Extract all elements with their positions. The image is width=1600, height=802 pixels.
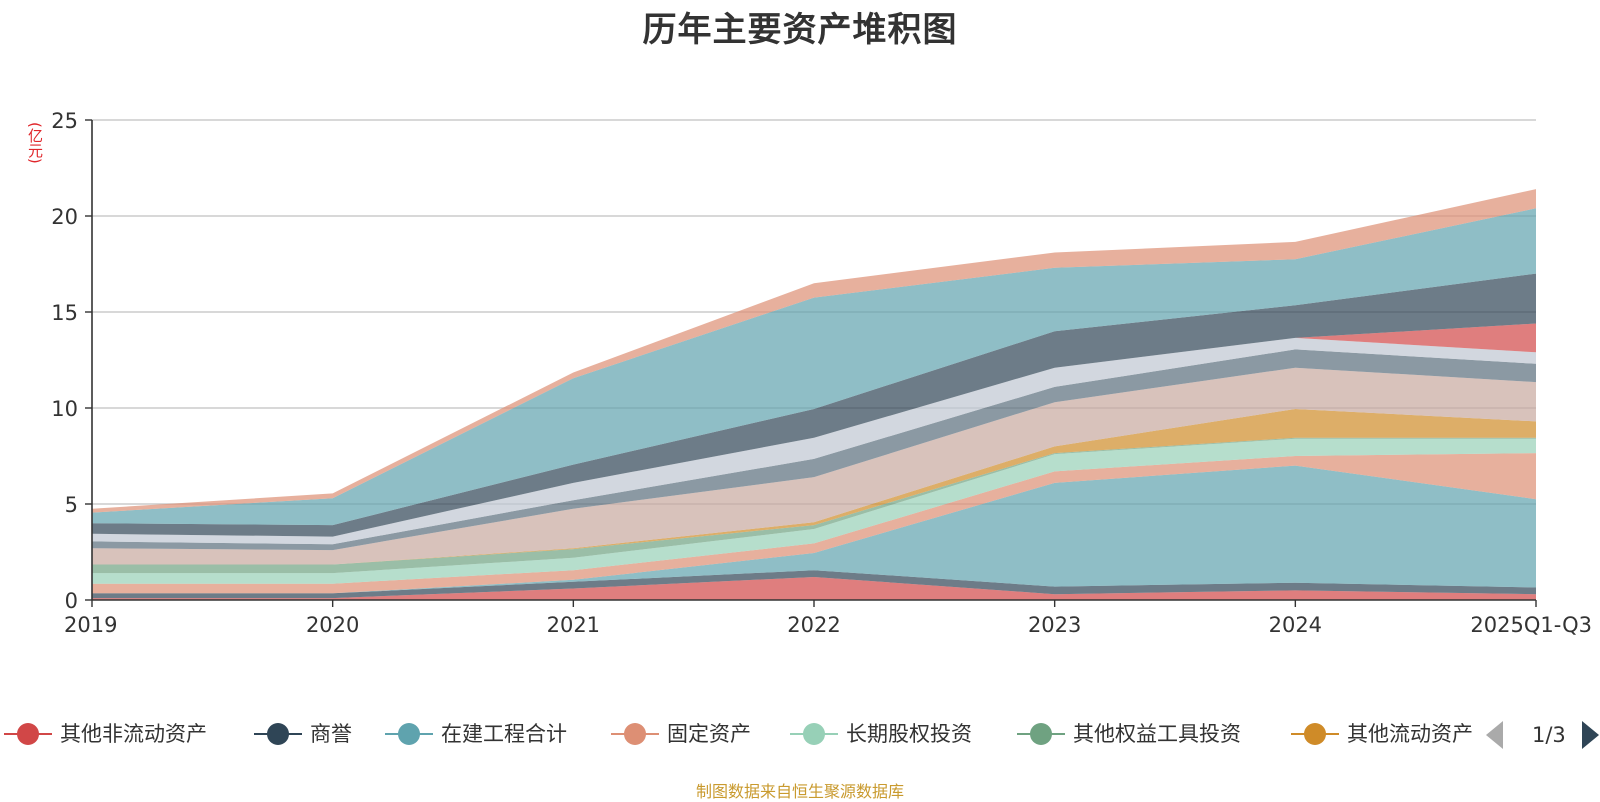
y-tick-label: 15 [51, 301, 78, 325]
x-tick-label: 2019 [64, 613, 117, 637]
area-series-7[interactable] [92, 367, 1536, 565]
legend-item[interactable]: 商誉 [254, 722, 352, 746]
area-series-8[interactable] [92, 349, 1536, 551]
legend-label: 固定资产 [667, 722, 751, 746]
chart-title: 历年主要资产堆积图 [642, 10, 958, 50]
y-axis-unit-label: (亿元) [26, 122, 44, 164]
legend-marker [1304, 723, 1326, 745]
legend[interactable]: 其他非流动资产 商誉 在建工程合计 固定资产 长期股权投资 其他权益工具投资 其他流动资产 1… [4, 721, 1599, 749]
area-series-3[interactable] [92, 453, 1536, 594]
source-note: 制图数据来自恒生聚源数据库 [695, 782, 904, 801]
y-tick-label: 10 [51, 397, 78, 421]
area-series-layer [92, 189, 1536, 600]
legend-item[interactable]: 长期股权投资 [790, 722, 972, 746]
legend-prev-page-icon[interactable] [1486, 721, 1503, 749]
area-series-12[interactable] [92, 208, 1536, 526]
legend-marker [803, 723, 825, 745]
legend-label: 在建工程合计 [441, 722, 567, 746]
x-tick-label: 2024 [1269, 613, 1322, 637]
y-tick-label: 0 [65, 589, 78, 613]
legend-next-page-icon[interactable] [1582, 721, 1599, 749]
legend-item[interactable]: 其他非流动资产 [4, 722, 207, 746]
legend-page-indicator: 1/3 [1532, 723, 1566, 747]
legend-label: 商誉 [310, 722, 352, 746]
axes: 0 5 10 15 20 25 2019 2020 2021 2022 2023 2024 2025Q1… [51, 109, 1592, 637]
legend-label: 长期股权投资 [846, 722, 972, 746]
legend-item[interactable]: 在建工程合计 [385, 722, 567, 746]
legend-marker [267, 723, 289, 745]
area-series-1[interactable] [92, 570, 1536, 599]
legend-label: 其他流动资产 [1347, 722, 1473, 746]
legend-label: 其他非流动资产 [60, 722, 207, 746]
y-tick-label: 5 [65, 493, 78, 517]
area-series-4[interactable] [92, 438, 1536, 584]
area-series-13[interactable] [92, 189, 1536, 513]
area-series-11[interactable] [92, 273, 1536, 537]
y-tick-label: 20 [51, 205, 78, 229]
y-tick-label: 25 [51, 109, 78, 133]
area-series-0[interactable] [92, 577, 1536, 600]
x-tick-label: 2022 [787, 613, 840, 637]
x-tick-label: 2021 [547, 613, 600, 637]
legend-item[interactable]: 其他流动资产 [1291, 722, 1473, 746]
x-tick-label: 2023 [1028, 613, 1081, 637]
legend-marker [1030, 723, 1052, 745]
legend-marker [17, 723, 39, 745]
area-series-6[interactable] [92, 409, 1536, 565]
legend-item[interactable]: 固定资产 [611, 722, 751, 746]
legend-label: 其他权益工具投资 [1073, 722, 1241, 746]
x-tick-label: 2025Q1-Q3 [1470, 613, 1592, 637]
x-tick-label: 2020 [306, 613, 359, 637]
legend-item[interactable]: 其他权益工具投资 [1017, 722, 1241, 746]
legend-marker [398, 723, 420, 745]
legend-marker [624, 723, 646, 745]
area-series-2[interactable] [92, 465, 1536, 594]
area-series-9[interactable] [92, 337, 1536, 545]
